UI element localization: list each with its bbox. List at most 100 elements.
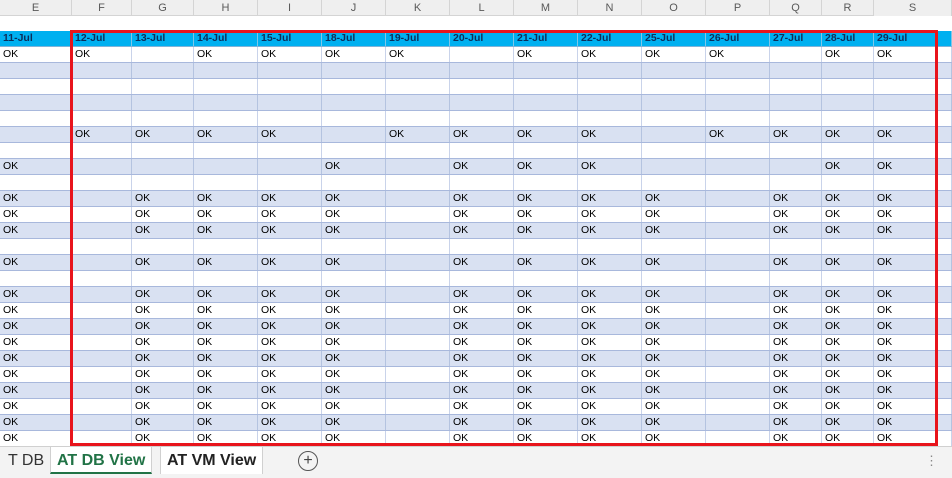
table-cell[interactable] [822,271,874,286]
table-cell[interactable]: OK [822,287,874,302]
table-cell[interactable]: OK [770,399,822,414]
table-cell[interactable] [578,79,642,94]
table-cell[interactable]: OK [642,223,706,238]
table-cell[interactable]: OK [770,255,822,270]
table-cell[interactable] [0,239,72,254]
table-cell[interactable]: OK [132,207,194,222]
table-cell[interactable] [770,143,822,158]
table-cell[interactable] [0,175,72,190]
table-cell[interactable] [578,111,642,126]
table-cell[interactable] [642,271,706,286]
table-cell[interactable]: OK [874,287,952,302]
table-cell[interactable]: OK [874,47,952,62]
column-header[interactable]: I [258,0,322,16]
table-cell[interactable] [706,79,770,94]
table-cell[interactable]: OK [578,319,642,334]
table-cell[interactable]: OK [258,351,322,366]
table-cell[interactable]: OK [0,399,72,414]
table-cell[interactable] [72,63,132,78]
table-cell[interactable] [0,143,72,158]
table-cell[interactable]: 18-Jul [322,31,386,46]
table-cell[interactable]: OK [578,207,642,222]
table-cell[interactable]: OK [450,287,514,302]
table-cell[interactable] [72,271,132,286]
table-cell[interactable] [322,175,386,190]
table-cell[interactable]: OK [0,431,72,446]
table-cell[interactable]: OK [822,159,874,174]
column-header[interactable]: Q [770,0,822,16]
table-cell[interactable]: OK [642,383,706,398]
table-cell[interactable]: OK [322,367,386,382]
table-cell[interactable] [322,271,386,286]
table-cell[interactable] [706,335,770,350]
table-cell[interactable] [770,175,822,190]
table-cell[interactable]: OK [322,415,386,430]
table-cell[interactable]: OK [258,303,322,318]
table-cell[interactable] [72,207,132,222]
table-cell[interactable]: OK [514,303,578,318]
table-cell[interactable]: 22-Jul [578,31,642,46]
table-cell[interactable] [822,111,874,126]
table-cell[interactable]: OK [194,383,258,398]
table-cell[interactable] [706,303,770,318]
table-cell[interactable] [72,143,132,158]
table-cell[interactable]: OK [450,255,514,270]
table-cell[interactable] [706,287,770,302]
table-cell[interactable] [822,175,874,190]
table-cell[interactable] [322,143,386,158]
table-cell[interactable]: OK [322,351,386,366]
table-cell[interactable] [72,191,132,206]
table-cell[interactable] [386,335,450,350]
table-cell[interactable] [642,175,706,190]
table-cell[interactable] [514,239,578,254]
table-cell[interactable] [0,95,72,110]
table-cell[interactable] [706,431,770,446]
table-cell[interactable]: OK [258,127,322,142]
table-cell[interactable] [386,239,450,254]
table-cell[interactable]: OK [322,383,386,398]
table-cell[interactable] [258,175,322,190]
table-cell[interactable]: OK [450,431,514,446]
table-cell[interactable] [822,95,874,110]
table-cell[interactable] [514,95,578,110]
table-cell[interactable] [194,239,258,254]
table-cell[interactable] [450,111,514,126]
table-cell[interactable]: OK [258,319,322,334]
table-cell[interactable]: OK [578,415,642,430]
table-cell[interactable] [72,287,132,302]
table-cell[interactable]: OK [450,303,514,318]
table-cell[interactable]: OK [72,127,132,142]
sheet-tab-at-vm-view[interactable]: AT VM View [160,447,264,474]
table-cell[interactable] [132,175,194,190]
table-cell[interactable] [258,143,322,158]
table-cell[interactable] [258,111,322,126]
table-cell[interactable]: OK [642,287,706,302]
table-cell[interactable]: OK [642,191,706,206]
table-cell[interactable]: OK [322,223,386,238]
table-cell[interactable] [578,95,642,110]
table-cell[interactable]: OK [706,127,770,142]
table-cell[interactable] [132,95,194,110]
table-cell[interactable]: OK [194,303,258,318]
column-header[interactable]: N [578,0,642,16]
table-cell[interactable]: OK [132,399,194,414]
table-cell[interactable]: OK [822,319,874,334]
table-cell[interactable]: OK [822,223,874,238]
table-cell[interactable] [450,47,514,62]
table-cell[interactable]: OK [132,303,194,318]
table-cell[interactable] [642,127,706,142]
table-cell[interactable]: OK [578,431,642,446]
table-cell[interactable] [874,239,952,254]
table-cell[interactable] [72,255,132,270]
table-cell[interactable]: OK [194,223,258,238]
table-cell[interactable]: OK [132,415,194,430]
table-cell[interactable] [258,159,322,174]
table-cell[interactable]: OK [874,319,952,334]
table-cell[interactable] [258,79,322,94]
table-cell[interactable]: OK [258,47,322,62]
table-cell[interactable] [578,143,642,158]
table-cell[interactable]: OK [514,287,578,302]
table-cell[interactable] [642,95,706,110]
table-cell[interactable] [386,143,450,158]
table-cell[interactable]: OK [450,367,514,382]
